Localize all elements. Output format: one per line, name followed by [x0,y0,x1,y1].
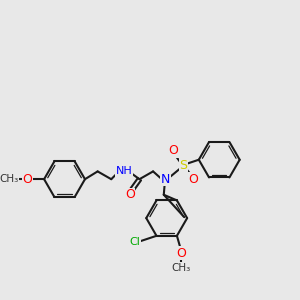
Text: O: O [176,247,186,260]
Text: O: O [125,188,135,201]
Text: CH₃: CH₃ [171,263,190,273]
Text: N: N [161,173,170,186]
Text: CH₃: CH₃ [0,174,19,184]
Text: O: O [188,173,198,186]
Text: O: O [22,173,32,186]
Text: Cl: Cl [130,237,140,247]
Text: O: O [169,145,178,158]
Text: NH: NH [116,167,132,176]
Text: S: S [179,159,187,172]
